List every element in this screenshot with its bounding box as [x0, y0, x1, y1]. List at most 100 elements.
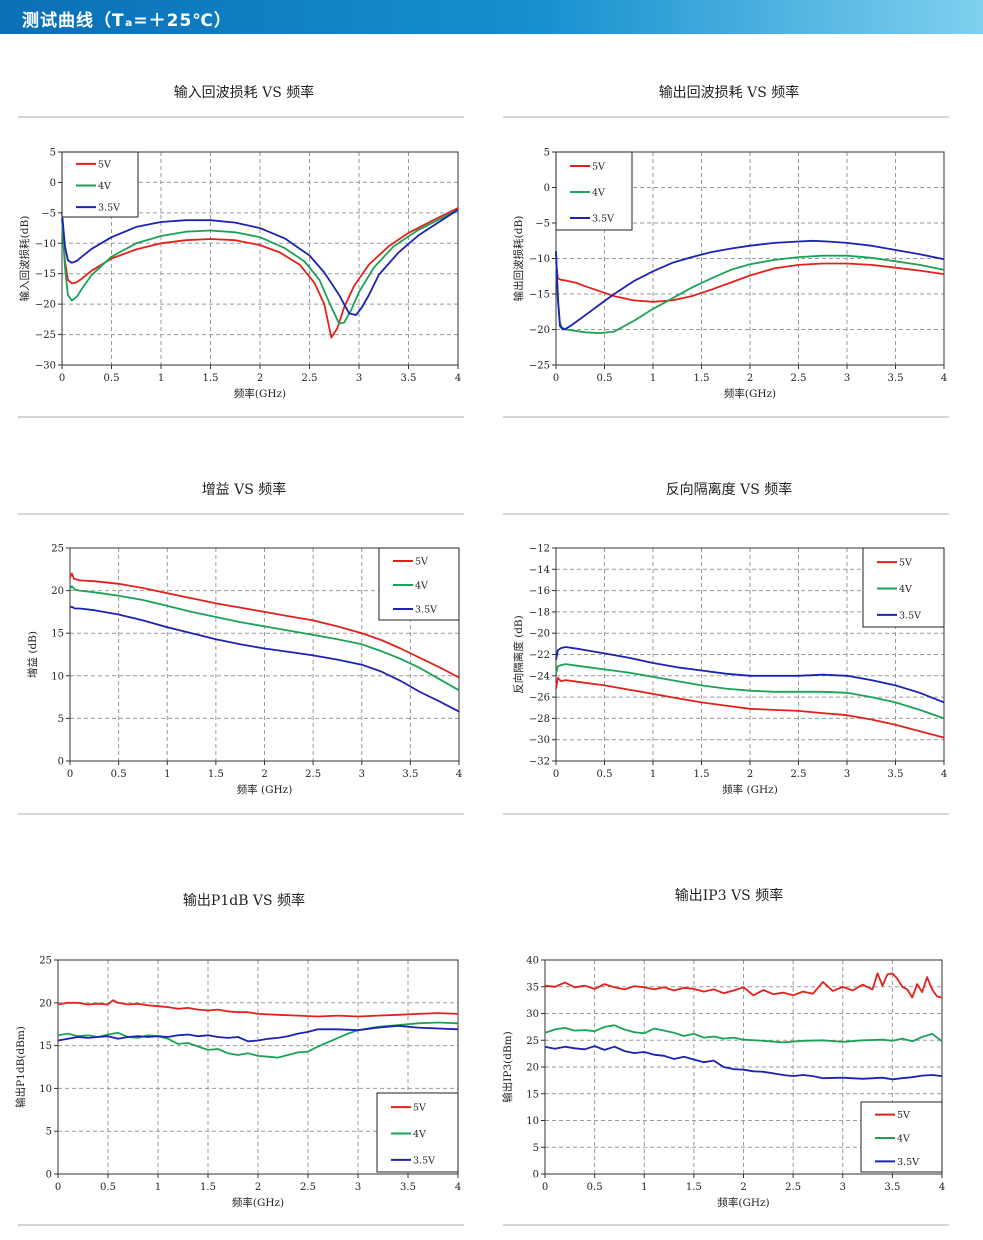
- y-tick-label: 20: [39, 998, 52, 1009]
- chart-title: 反向隔离度 VS 频率: [665, 482, 793, 498]
- y-tick-label: 10: [51, 671, 64, 682]
- x-tick-label: 2.5: [791, 373, 807, 384]
- y-tick-label: 0: [50, 178, 56, 189]
- legend-label: 4V: [897, 1134, 910, 1145]
- y-tick-label: −15: [35, 269, 56, 280]
- page-header: 测试曲线（Tₐ=＋25℃）: [0, 0, 983, 34]
- x-tick-label: 1: [650, 769, 656, 780]
- divider: [18, 116, 464, 118]
- y-tick-label: −5: [535, 219, 550, 230]
- y-tick-label: −30: [529, 735, 550, 746]
- divider: [503, 1224, 949, 1226]
- series-line-3_5V: [61, 209, 459, 317]
- y-tick-label: 15: [39, 1041, 52, 1052]
- y-tick-label: 20: [51, 586, 64, 597]
- y-tick-label: −20: [529, 325, 550, 336]
- y-tick-label: −24: [529, 671, 550, 682]
- y-tick-label: −32: [529, 757, 550, 768]
- legend-label: 4V: [899, 584, 912, 595]
- series-line-5V: [544, 972, 943, 999]
- x-tick-label: 1.5: [200, 1182, 216, 1193]
- x-tick-label: 3.5: [884, 1182, 900, 1193]
- x-tick-label: 4: [939, 1182, 945, 1193]
- y-tick-label: 35: [526, 982, 539, 993]
- series-line-3_5V: [544, 1045, 943, 1081]
- legend-box: [555, 151, 633, 231]
- x-tick-label: 0: [553, 373, 559, 384]
- x-tick-label: 2.5: [791, 769, 807, 780]
- x-tick-label: 4: [941, 373, 947, 384]
- legend-label: 5V: [98, 159, 111, 170]
- y-tick-label: −14: [529, 565, 550, 576]
- series-line-4V: [57, 1021, 459, 1059]
- y-tick-label: 0: [46, 1170, 52, 1181]
- x-tick-label: 2: [255, 1182, 261, 1193]
- x-tick-label: 1.5: [686, 1182, 702, 1193]
- y-tick-label: 25: [39, 956, 52, 967]
- legend-box: [378, 547, 460, 621]
- legend-label: 3.5V: [413, 1155, 435, 1166]
- legend-label: 3.5V: [897, 1157, 919, 1168]
- chart-title: 输出IP3 VS 频率: [674, 888, 784, 904]
- y-tick-label: −26: [529, 693, 550, 704]
- x-tick-label: 2: [261, 769, 267, 780]
- legend-label: 4V: [98, 181, 111, 192]
- y-axis-label: 输入回波损耗(dB): [18, 216, 31, 302]
- divider: [18, 416, 464, 418]
- legend-label: 3.5V: [415, 605, 437, 616]
- x-tick-label: 1.5: [694, 373, 710, 384]
- series-line-5V: [555, 261, 945, 303]
- legend-label: 4V: [413, 1129, 426, 1140]
- series-line-5V: [61, 207, 459, 339]
- chart-title: 输出回波损耗 VS 频率: [658, 85, 800, 101]
- y-tick-label: −22: [529, 650, 550, 661]
- series-line-3_5V: [57, 1025, 459, 1043]
- legend-label: 5V: [415, 557, 428, 568]
- x-tick-label: 3: [840, 1182, 846, 1193]
- y-tick-label: −20: [529, 629, 550, 640]
- y-tick-label: 25: [51, 544, 64, 555]
- divider: [503, 416, 949, 418]
- y-tick-label: −16: [529, 586, 550, 597]
- x-tick-label: 0: [67, 769, 73, 780]
- x-axis-label: 频率 (GHz): [722, 783, 778, 796]
- x-axis-label: 频率(GHz): [234, 387, 286, 400]
- legend-box: [61, 151, 139, 218]
- series-line-4V: [555, 663, 945, 720]
- legend-label: 4V: [415, 581, 428, 592]
- x-tick-label: 3: [356, 373, 362, 384]
- y-tick-label: 5: [533, 1143, 539, 1154]
- series-line-4V: [61, 208, 459, 325]
- y-tick-label: −25: [35, 330, 56, 341]
- x-tick-label: 3: [355, 1182, 361, 1193]
- x-tick-label: 3.5: [888, 769, 904, 780]
- x-tick-label: 3.5: [402, 769, 418, 780]
- y-tick-label: −12: [529, 544, 550, 555]
- y-axis-label: 输出P1dB(dBm): [14, 1026, 27, 1108]
- y-tick-label: 30: [526, 1009, 539, 1020]
- x-tick-label: 0.5: [111, 769, 127, 780]
- x-tick-label: 1.5: [203, 373, 219, 384]
- x-tick-label: 0: [59, 373, 65, 384]
- divider: [503, 813, 949, 815]
- y-tick-label: 5: [58, 714, 64, 725]
- y-tick-label: 0: [58, 757, 64, 768]
- x-tick-label: 0.5: [104, 373, 120, 384]
- legend-label: 3.5V: [592, 214, 614, 225]
- series-line-3_5V: [555, 239, 945, 331]
- x-tick-label: 2: [740, 1182, 746, 1193]
- y-tick-label: 40: [526, 956, 539, 967]
- legend-label: 3.5V: [899, 610, 921, 621]
- series-line-4V: [544, 1024, 943, 1044]
- y-axis-label: 输出IP3(dBm): [501, 1031, 514, 1102]
- y-tick-label: 20: [526, 1063, 539, 1074]
- x-tick-label: 2: [257, 373, 263, 384]
- series-line-3_5V: [69, 605, 460, 713]
- legend-box: [862, 547, 945, 628]
- x-tick-label: 2.5: [785, 1182, 801, 1193]
